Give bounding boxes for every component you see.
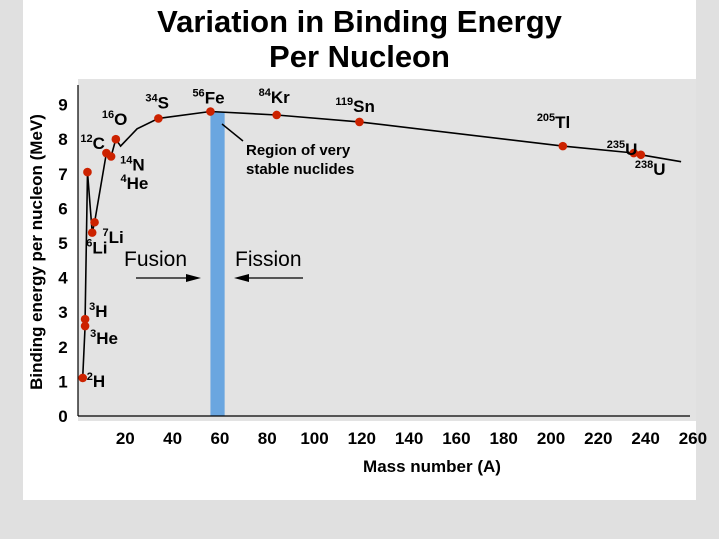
fission-label: Fission	[235, 248, 302, 271]
x-tick-160: 160	[442, 429, 470, 448]
nuclide-label-235U: 235U	[607, 139, 638, 159]
y-tick-4: 4	[58, 269, 68, 288]
stable-region-band	[210, 112, 225, 416]
point-119Sn	[355, 117, 364, 127]
x-tick-100: 100	[300, 429, 328, 448]
nuclide-label-84Kr: 84Kr	[259, 87, 291, 107]
x-tick-220: 220	[584, 429, 612, 448]
x-tick-20: 20	[116, 429, 135, 448]
point-56Fe	[206, 107, 215, 116]
y-tick-5: 5	[58, 234, 67, 253]
point-16O	[111, 134, 121, 144]
title-line-2: Per Nucleon	[269, 39, 450, 74]
point-4He	[83, 167, 92, 177]
fusion-label: Fusion	[124, 248, 187, 271]
nuclide-label-238U: 238U	[635, 159, 666, 179]
point-235U	[629, 148, 639, 158]
plot-area	[78, 79, 696, 421]
region-label-line-1: Region of very	[246, 142, 351, 159]
point-7Li	[90, 217, 99, 227]
nuclide-label-119Sn: 119Sn	[335, 96, 374, 116]
x-tick-240: 240	[631, 429, 659, 448]
point-238U	[636, 150, 646, 160]
y-tick-2: 2	[58, 338, 67, 357]
y-tick-6: 6	[58, 199, 67, 218]
x-tick-180: 180	[490, 429, 518, 448]
x-tick-120: 120	[348, 429, 376, 448]
region-pointer	[221, 123, 244, 142]
x-tick-labels: 20 40 60 80 100 120 140 160 180 200 220 240 260	[116, 429, 707, 448]
point-84Kr	[272, 110, 281, 120]
nuclide-label-7Li: 7Li	[103, 227, 124, 247]
point-3H	[80, 314, 90, 324]
nuclide-label-205Tl: 205Tl	[537, 112, 570, 132]
nuclide-label-6Li: 6Li	[86, 238, 107, 258]
title-line-1: Variation in Binding Energy	[157, 4, 562, 39]
nuclide-label-14N: 14N	[120, 155, 145, 175]
y-tick-0: 0	[58, 407, 67, 426]
point-34S	[154, 114, 163, 123]
nuclide-label-12C: 12C	[80, 133, 105, 153]
data-points	[78, 107, 646, 383]
chart-title: Variation in Binding Energy Per Nucleon	[23, 4, 696, 74]
x-tick-260: 260	[679, 429, 707, 448]
nuclide-label-56Fe: 56Fe	[192, 88, 224, 108]
y-tick-9: 9	[58, 96, 67, 115]
fission-arrow	[234, 274, 303, 282]
x-tick-140: 140	[395, 429, 423, 448]
nuclide-label-16O: 16O	[102, 109, 127, 129]
x-tick-60: 60	[210, 429, 229, 448]
y-tick-3: 3	[58, 303, 67, 322]
nuclide-label-34S: 34S	[145, 92, 169, 112]
y-tick-8: 8	[58, 130, 67, 149]
point-205Tl	[558, 141, 568, 151]
nuclide-label-4He: 4He	[120, 173, 148, 193]
x-tick-80: 80	[258, 429, 277, 448]
point-14N	[106, 152, 116, 161]
x-axis-label: Mass number (A)	[363, 457, 501, 476]
x-tick-40: 40	[163, 429, 182, 448]
y-axis-label: Binding energy per nucleon (MeV)	[27, 114, 46, 390]
y-tick-labels: 0 1 2 3 4 5 6 7 8 9	[58, 96, 68, 426]
y-tick-7: 7	[58, 165, 67, 184]
point-6Li	[87, 228, 97, 237]
point-2H	[78, 373, 88, 383]
nuclide-label-2H: 2H	[87, 371, 105, 391]
nuclide-label-3H: 3H	[89, 301, 107, 321]
x-tick-200: 200	[537, 429, 565, 448]
y-tick-1: 1	[58, 372, 67, 391]
region-label-line-2: stable nuclides	[246, 161, 354, 178]
point-3He	[80, 321, 90, 331]
fusion-arrow	[136, 274, 201, 282]
nuclide-label-3He: 3He	[90, 328, 118, 348]
